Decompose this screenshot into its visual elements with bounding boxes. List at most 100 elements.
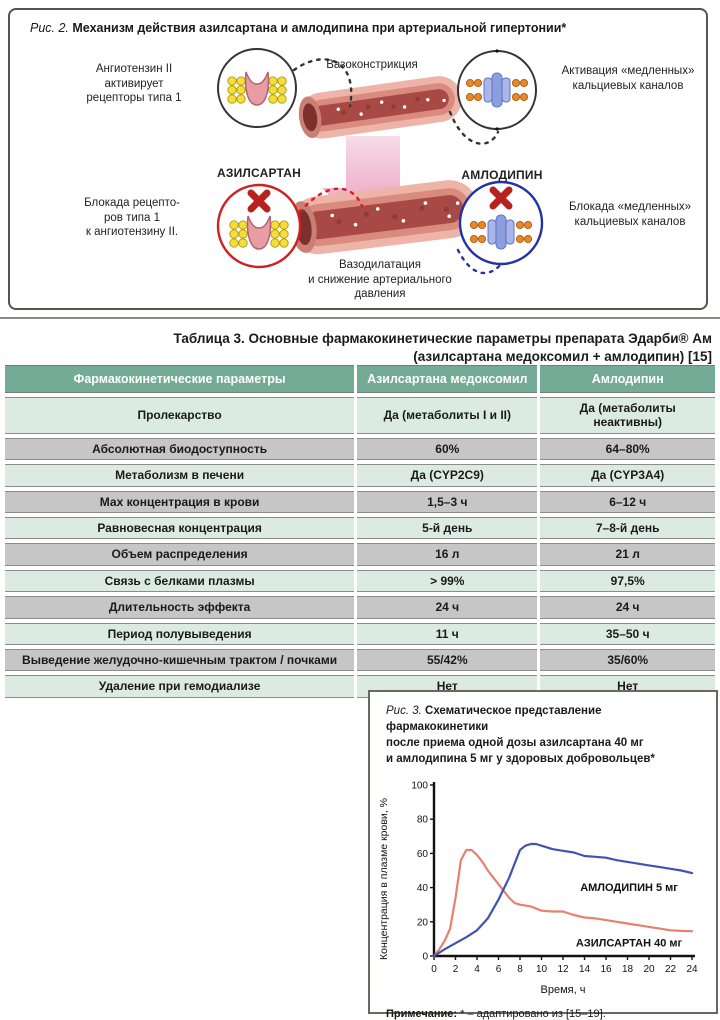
pharmacokinetics-table: Фармакокинетические параметры Азилсартан… — [5, 365, 715, 698]
table-cell: Период полувыведения — [5, 622, 355, 645]
x-tick-label: 22 — [665, 964, 677, 975]
col-header-amlodipine: Амлодипин — [540, 365, 715, 393]
label-calcium-activation: Активация «медленных» кальциевых каналов — [561, 65, 695, 92]
table-cell: Объем распределения — [5, 543, 355, 566]
blocked-calcium-channel-circle — [458, 180, 544, 266]
section-divider — [0, 317, 720, 319]
figure2-caption-text: Механизм действия азилсартана и амлодипи… — [68, 21, 567, 35]
figure2-caption-number: Рис. 2. — [30, 21, 69, 35]
series-label: АМЛОДИПИН 5 мг — [580, 882, 678, 894]
table-cell: 16 л — [357, 543, 538, 566]
x-axis-label: Время, ч — [540, 984, 586, 997]
table-cell: Связь с белками плазмы — [5, 569, 355, 593]
note-text: * – адаптировано из [15–19]. — [457, 1008, 606, 1020]
col-header-azilsartan: Азилсартана медоксомил — [357, 365, 538, 393]
mechanism-diagram — [216, 48, 544, 275]
at1-receptor-circle — [217, 48, 297, 128]
label-angiotensin: Ангиотензин II активирует рецепторы типа… — [86, 63, 182, 105]
table-cell: Пролекарство — [5, 397, 355, 434]
y-tick-label: 0 — [422, 952, 428, 963]
table-cell: Выведение желудочно-кишечным трактом / п… — [5, 648, 355, 672]
label-calcium-block: Блокада «медленных» кальциевых каналов — [568, 201, 691, 228]
x-tick-label: 16 — [600, 964, 612, 975]
connector-bottom-left — [298, 187, 364, 214]
table-cell: Да (метаболиты неактивны) — [540, 397, 715, 434]
table-title: Таблица 3. Основные фармакокинетические … — [100, 330, 712, 366]
table-cell: 64–80% — [540, 437, 715, 461]
table-cell: 1,5–3 ч — [357, 490, 538, 513]
label-vasodilation: Вазодилатация и снижение артериального д… — [308, 259, 452, 301]
blocked-at1-receptor-circle — [216, 183, 302, 269]
figure3-caption-text: Схематическое представление фармакокинет… — [386, 705, 655, 765]
connector-top-left — [292, 58, 353, 108]
y-axis-label: Концентрация в плазме крови, % — [378, 798, 390, 961]
table-title-line1: Таблица 3. Основные фармакокинетические … — [173, 331, 712, 346]
at1-receptor-icon — [229, 215, 289, 250]
y-tick-label: 40 — [417, 884, 429, 895]
label-receptor-block: Блокада рецепто- ров типа 1 к ангиотензи… — [84, 197, 180, 239]
label-amlodipine: АМЛОДИПИН — [461, 168, 543, 182]
connector-bottom-right — [456, 248, 504, 275]
table-cell: Да (CYP2C9) — [357, 464, 538, 487]
series-line — [432, 849, 694, 958]
note-prefix: Примечание: — [386, 1008, 458, 1020]
connector-top-right — [448, 110, 500, 145]
x-tick-label: 24 — [686, 964, 698, 975]
table-cell: 21 л — [540, 543, 715, 566]
calcium-channel-icon — [469, 214, 533, 250]
table-cell: Абсолютная биодоступность — [5, 437, 355, 461]
col-header-parameters: Фармакокинетические параметры — [5, 365, 355, 393]
table-cell: Удаление при гемодиализе — [5, 675, 355, 698]
block-x-icon — [489, 186, 513, 210]
table-cell: 24 ч — [540, 596, 715, 619]
table-cell: Да (CYP3A4) — [540, 464, 715, 487]
y-tick-label: 100 — [411, 781, 428, 792]
x-tick-label: 2 — [453, 964, 459, 975]
table-cell: 24 ч — [357, 596, 538, 619]
table-cell: Мах концентрация в крови — [5, 490, 355, 513]
x-tick-label: 4 — [474, 964, 480, 975]
calcium-channel-circle — [457, 49, 537, 131]
table-cell: 97,5% — [540, 569, 715, 593]
x-tick-label: 14 — [579, 964, 591, 975]
x-tick-label: 18 — [622, 964, 634, 975]
table-title-line2: (азилсартана медоксомил + амлодипин) [15… — [413, 348, 712, 364]
calcium-channel-icon — [465, 72, 529, 108]
figure2-panel: Рис. 2. Механизм действия азилсартана и … — [8, 8, 708, 310]
pk-chart-area: Концентрация в плазме крови, % 0 20 40 60 80… — [378, 777, 702, 982]
figure2-caption: Рис. 2. Механизм действия азилсартана и … — [30, 20, 566, 36]
table-cell: 7–8-й день — [540, 516, 715, 540]
table-cell: Равновесная концентрация — [5, 516, 355, 540]
table-cell: Метаболизм в печени — [5, 464, 355, 487]
x-tick-label: 0 — [431, 964, 437, 975]
table-cell: 5-й день — [357, 516, 538, 540]
block-x-icon — [247, 189, 271, 213]
constricted-vessel-icon — [298, 76, 462, 139]
figure3-caption: Рис. 3. Схематическое представление фарм… — [386, 704, 702, 767]
table-cell: 35/60% — [540, 648, 715, 672]
table-cell: 11 ч — [357, 622, 538, 645]
table-cell: > 99% — [357, 569, 538, 593]
figure3-caption-number: Рис. 3. — [386, 705, 422, 717]
label-vasoconstriction: Вазоконстрикция — [326, 59, 418, 71]
y-tick-label: 60 — [417, 849, 429, 860]
label-azilsartan: АЗИЛСАРТАН — [216, 166, 301, 180]
series-line — [432, 843, 694, 958]
x-tick-label: 8 — [517, 964, 523, 975]
table-cell: 35–50 ч — [540, 622, 715, 645]
table-cell: Да (метаболиты I и II) — [357, 397, 538, 434]
figure3-note: Примечание: * – адаптировано из [15–19]. — [386, 1008, 702, 1020]
x-tick-label: 12 — [557, 964, 569, 975]
figure3-panel: Рис. 3. Схематическое представление фарм… — [368, 690, 718, 1020]
x-tick-label: 10 — [536, 964, 548, 975]
dilated-vessel-icon — [289, 180, 479, 255]
series-label: АЗИЛСАРТАН 40 мг — [576, 938, 683, 950]
y-tick-label: 80 — [417, 815, 429, 826]
table-cell: Длительность эффекта — [5, 596, 355, 619]
y-tick-label: 20 — [417, 918, 429, 929]
table-cell: 6–12 ч — [540, 490, 715, 513]
table-cell: 60% — [357, 437, 538, 461]
at1-receptor-icon — [227, 71, 287, 106]
